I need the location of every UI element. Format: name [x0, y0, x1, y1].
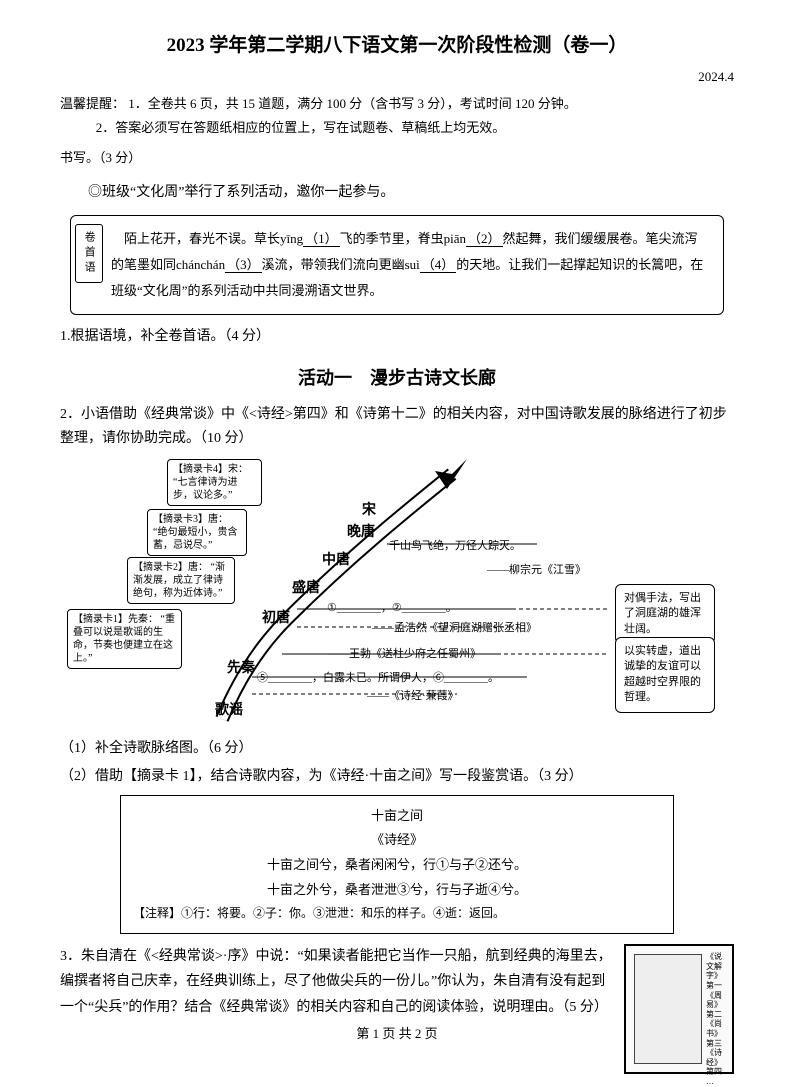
card-4: 【摘录卡4】宋： “七言律诗为进步，议论多。”	[167, 459, 262, 506]
scroll-tab-text: 卷首语	[82, 231, 96, 276]
question-3-wrap: 3．朱自清在《<经典常谈>·序》中说：“如果读者能把它当作一只船，航到经典的海里…	[60, 944, 734, 1074]
question-2-sub2: （2）借助【摘录卡 1】，结合诗歌内容，为《诗经·十亩之间》写一段鉴赏语。（3 …	[60, 765, 734, 789]
author-liu: ——柳宗元《江雪》	[487, 561, 586, 580]
page-footer: 第 1 页 共 2 页	[0, 1023, 794, 1045]
tips-line2: 2．答案必须写在答题纸相应的位置上，写在试题卷、草稿纸上均无效。	[96, 120, 506, 135]
activity-1-title: 活动一 漫步古诗文长廊	[60, 363, 734, 394]
scroll-box: 卷首语 陌上花开，春光不误。草长yīng（1）飞的季节里，脊虫piān（2）然起…	[70, 215, 724, 315]
scroll-text-b: 飞的季节里，脊虫piān	[340, 231, 466, 246]
note-right-1: 对偶手法，写出了洞庭湖的雄浑壮阔。	[615, 584, 715, 644]
question-2-sub1: （1）补全诗歌脉络图。（6 分）	[60, 737, 734, 761]
poem-box: 十亩之间 《诗经》 十亩之间兮，桑者闲闲兮，行①与子②还兮。 十亩之外兮，桑者泄…	[120, 795, 674, 935]
tips-label: 温馨提醒：	[60, 96, 125, 111]
scroll-text-d: 溪流，带领我们流向更幽suì	[262, 257, 420, 272]
line-wangbo: ——王勃《送杜少府之任蜀州》	[327, 645, 481, 664]
note-right-2: 以实转虚，道出诚挚的友谊可以超越时空界限的哲理。	[615, 637, 715, 713]
poem-line-1: 十亩之间兮，桑者闲闲兮，行①与子②还兮。	[133, 853, 661, 878]
scroll-tab: 卷首语	[75, 224, 103, 283]
poem-title-2: 《诗经》	[133, 828, 661, 853]
card-1: 【摘录卡1】先秦： “重叠可以说是歌谣的生命，节奏也便建立在这上。”	[67, 609, 182, 669]
era-shengtang: 盛唐	[292, 577, 320, 601]
scroll-text-a: 陌上花开，春光不误。草长yīng	[124, 231, 303, 246]
section-intro: ◎班级“文化周”举行了系列活动，邀你一起参与。	[60, 181, 734, 205]
blank-1: （1）	[303, 231, 340, 247]
author-meng: ——孟浩然《望洞庭湖赠张丞相》	[372, 619, 537, 638]
poetry-diagram: 【摘录卡4】宋： “七言律诗为进步，议论多。” 【摘录卡3】唐： “绝句最短小，…	[67, 459, 727, 729]
era-wantang: 晚唐	[347, 521, 375, 545]
exam-title: 2023 学年第二学期八下语文第一次阶段性检测（卷一）	[60, 30, 734, 62]
era-song: 宋	[362, 499, 376, 523]
poem-line-2: 十亩之外兮，桑者泄泄③兮，行与子逝④兮。	[133, 878, 661, 903]
blank-3: （3）	[225, 257, 262, 273]
blank-1-2: ①________，②________。	[327, 599, 457, 618]
question-1: 1.根据语境，补全卷首语。（4 分）	[60, 325, 734, 349]
book-cover-inner	[634, 954, 702, 1064]
shuxie-line: 书写。（3 分）	[60, 147, 734, 169]
blank-4: （4）	[420, 257, 457, 273]
era-geyao: 歌谣	[215, 699, 243, 723]
question-3-text: 3．朱自清在《<经典常谈>·序》中说：“如果读者能把它当作一只船，航到经典的海里…	[60, 944, 614, 1020]
era-chutang: 初唐	[262, 607, 290, 631]
era-xianqin: 先秦	[227, 657, 255, 681]
poem-title-1: 十亩之间	[133, 804, 661, 829]
poem-annotations: 【注释】①行：将要。②子：你。③泄泄：和乐的样子。④逝：返回。	[133, 902, 661, 925]
card-2: 【摘录卡2】唐： “渐渐发展，成立了律诗绝句，称为近体诗。”	[127, 557, 235, 604]
book-cover-image: 《说文解字》第一 《周易》第二 《尚书》第三 《诗经》第四 …	[624, 944, 734, 1074]
tips-block: 温馨提醒： 1．全卷共 6 页，共 15 道题，满分 100 分（含书写 3 分…	[60, 92, 734, 139]
tips-line1: 1．全卷共 6 页，共 15 道题，满分 100 分（含书写 3 分），考试时间…	[128, 96, 577, 111]
blank-2: （2）	[466, 231, 503, 247]
line-bailu: ⑤________，白露未已。所谓伊人，⑥________。	[257, 669, 499, 688]
card-3: 【摘录卡3】唐： “绝句最短小，贵含蓄，忌说尽。”	[147, 509, 247, 556]
exam-date: 2024.4	[60, 66, 734, 88]
author-shijing: ——《诗经·蒹葭》	[367, 687, 459, 706]
question-2-intro: 2．小语借助《经典常谈》中《<诗经>第四》和《诗第十二》的相关内容，对中国诗歌发…	[60, 403, 734, 451]
line-qianshan: 千山鸟飞绝，万径人踪灭。	[389, 537, 521, 556]
book-contents-strip: 《说文解字》第一 《周易》第二 《尚书》第三 《诗经》第四 …	[706, 952, 728, 1086]
era-zhongtang: 中唐	[322, 549, 350, 573]
